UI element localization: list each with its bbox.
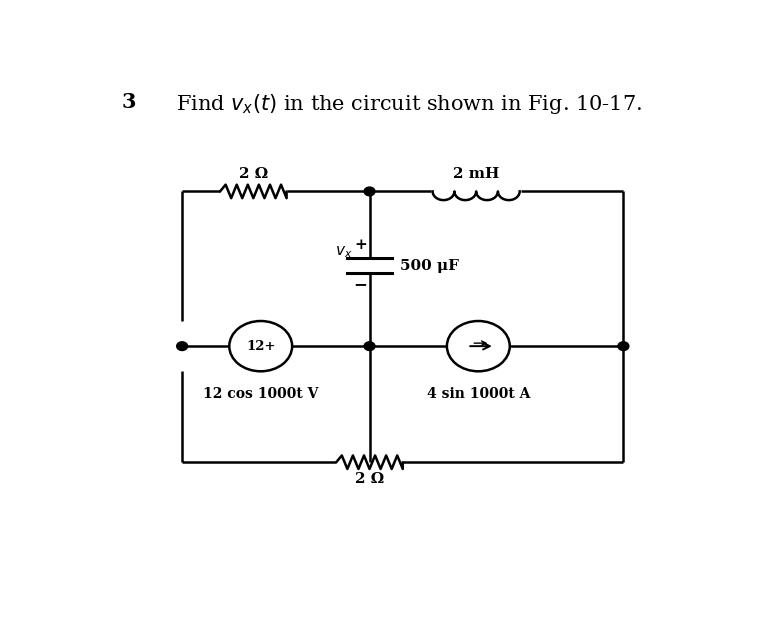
Text: 2 mH: 2 mH	[453, 167, 499, 181]
Text: 3: 3	[122, 92, 136, 112]
Circle shape	[364, 187, 375, 196]
Text: $v_x$: $v_x$	[335, 244, 353, 260]
Text: 12 cos 1000t V: 12 cos 1000t V	[203, 387, 318, 401]
Text: −: −	[353, 276, 367, 293]
Circle shape	[618, 342, 629, 350]
Circle shape	[364, 342, 375, 350]
Text: Find $v_x(t)$ in the circuit shown in Fig. 10-17.: Find $v_x(t)$ in the circuit shown in Fi…	[176, 92, 642, 116]
Text: 500 μF: 500 μF	[399, 259, 459, 273]
Text: 2 Ω: 2 Ω	[355, 472, 384, 486]
Text: 12+: 12+	[246, 340, 275, 353]
Text: +: +	[354, 238, 367, 252]
Text: 2 Ω: 2 Ω	[239, 167, 268, 181]
Text: 4 sin 1000t A: 4 sin 1000t A	[427, 387, 530, 401]
Circle shape	[177, 342, 187, 350]
